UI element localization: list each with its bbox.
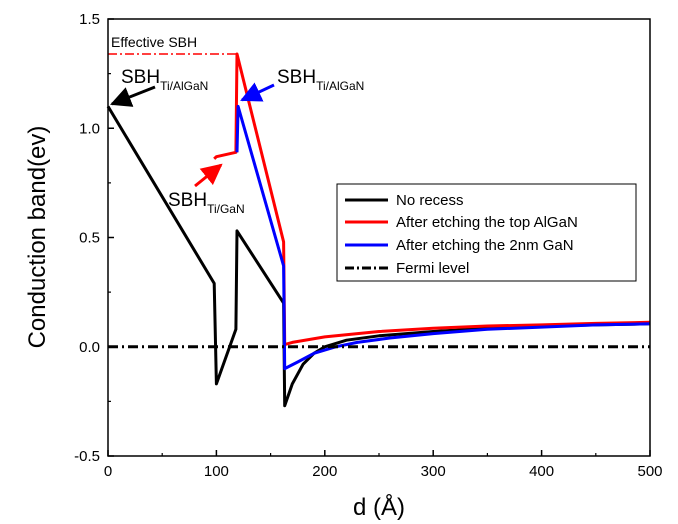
legend-label: After etching the 2nm GaN	[396, 237, 574, 254]
annotation-arrow	[110, 85, 156, 107]
svg-text:SBHTi/AlGaN: SBHTi/AlGaN	[277, 67, 364, 93]
annotation-sbh-ti-algan-left: SBHTi/AlGaN	[110, 67, 208, 107]
legend-item-top-algan: After etching the top AlGaN	[345, 214, 578, 231]
plot-area: 0 100 200 300 400 500 -0.5 0.0 0.5 1.0 1.5	[74, 11, 662, 480]
annotation-main-text: SBH	[277, 67, 316, 88]
legend-label: Fermi level	[396, 260, 469, 277]
y-tick-label: 0.0	[79, 339, 100, 356]
annotation-subscript: Ti/GaN	[207, 202, 245, 216]
y-tick-label: 1.0	[79, 120, 100, 137]
series-line-2	[235, 104, 651, 371]
legend-item-no-recess: No recess	[345, 192, 464, 209]
x-tick-label: 400	[529, 463, 554, 480]
effective-sbh-label: Effective SBH	[111, 34, 197, 50]
annotation-subscript: Ti/AlGaN	[160, 79, 208, 93]
y-tick-label: 1.5	[79, 11, 100, 28]
annotation-arrow	[240, 82, 275, 102]
series-layer	[106, 52, 651, 408]
annotation-sbh-ti-algan-right: SBHTi/AlGaN	[240, 67, 364, 102]
ticks-layer: 0 100 200 300 400 500 -0.5 0.0 0.5 1.0 1.5	[74, 11, 662, 480]
y-axis-title: Conduction band(ev)	[24, 126, 51, 349]
annotation-arrow	[194, 163, 223, 188]
y-tick-label: 0.5	[79, 230, 100, 247]
svg-text:SBHTi/GaN: SBHTi/GaN	[168, 190, 245, 216]
annotation-main-text: SBH	[121, 67, 160, 88]
y-tick-label: -0.5	[74, 448, 100, 465]
x-tick-label: 500	[637, 463, 662, 480]
x-tick-label: 300	[421, 463, 446, 480]
legend-item-fermi-level: Fermi level	[345, 260, 469, 277]
legend: No recess After etching the top AlGaN Af…	[336, 183, 637, 282]
annotation-main-text: SBH	[168, 190, 207, 211]
x-tick-label: 0	[104, 463, 112, 480]
legend-label: No recess	[396, 192, 464, 209]
x-tick-label: 200	[312, 463, 337, 480]
legend-label: After etching the top AlGaN	[396, 214, 578, 231]
annotation-sbh-ti-gan: SBHTi/GaN	[168, 163, 245, 216]
annotation-subscript: Ti/AlGaN	[316, 79, 364, 93]
svg-text:SBHTi/AlGaN: SBHTi/AlGaN	[121, 67, 208, 93]
legend-item-2nm-gan: After etching the 2nm GaN	[345, 237, 574, 254]
x-tick-label: 100	[204, 463, 229, 480]
x-axis-title: d (Å)	[353, 493, 405, 521]
